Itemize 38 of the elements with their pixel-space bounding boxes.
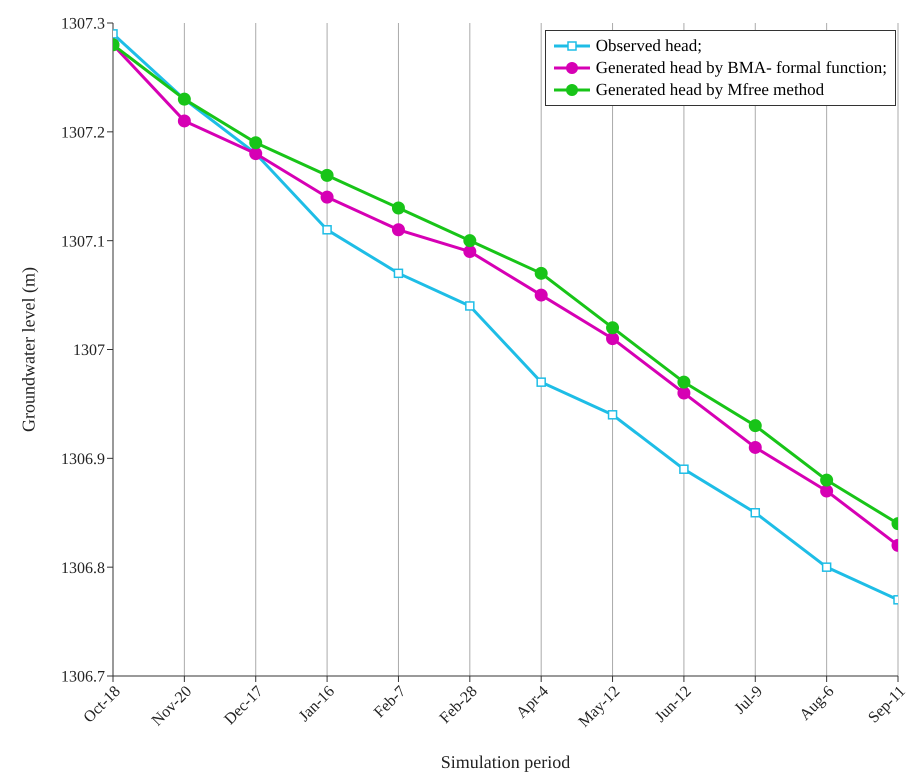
point bbox=[536, 377, 546, 387]
point bbox=[394, 268, 404, 278]
point bbox=[748, 419, 762, 432]
point bbox=[606, 321, 620, 334]
point bbox=[463, 234, 476, 248]
legend-label: Generated head by BMA- formal function; bbox=[596, 57, 887, 79]
point bbox=[534, 266, 548, 280]
y-tick-label: 1306.8 bbox=[61, 560, 105, 577]
point bbox=[392, 223, 405, 236]
x-axis-title: Simulation period bbox=[440, 752, 570, 772]
y-tick-label: 1307.1 bbox=[61, 233, 105, 250]
point bbox=[322, 225, 332, 235]
point bbox=[465, 301, 475, 311]
y-tick-label: 1307.3 bbox=[61, 16, 105, 33]
point bbox=[677, 386, 690, 400]
y-tick-label: 1307.2 bbox=[61, 124, 105, 142]
point bbox=[320, 168, 334, 182]
point bbox=[679, 464, 689, 474]
point bbox=[748, 440, 762, 454]
point bbox=[677, 376, 690, 389]
y-axis-title: Groundwater level (m) bbox=[18, 267, 38, 432]
point bbox=[820, 484, 834, 498]
point bbox=[463, 245, 476, 258]
point bbox=[178, 114, 191, 128]
point bbox=[820, 474, 834, 487]
y-tick-label: 1307 bbox=[73, 342, 105, 360]
point bbox=[822, 562, 832, 572]
legend-label: Generated head by Mfree method bbox=[596, 79, 824, 101]
point bbox=[608, 410, 618, 420]
point bbox=[249, 136, 262, 150]
y-tick-label: 1306.7 bbox=[61, 668, 105, 686]
point bbox=[606, 332, 620, 346]
point bbox=[750, 508, 760, 518]
point bbox=[392, 202, 405, 215]
point bbox=[320, 190, 334, 204]
y-tick-label: 1306.9 bbox=[61, 451, 105, 468]
legend-label: Observed head; bbox=[596, 35, 702, 57]
point bbox=[534, 288, 548, 302]
